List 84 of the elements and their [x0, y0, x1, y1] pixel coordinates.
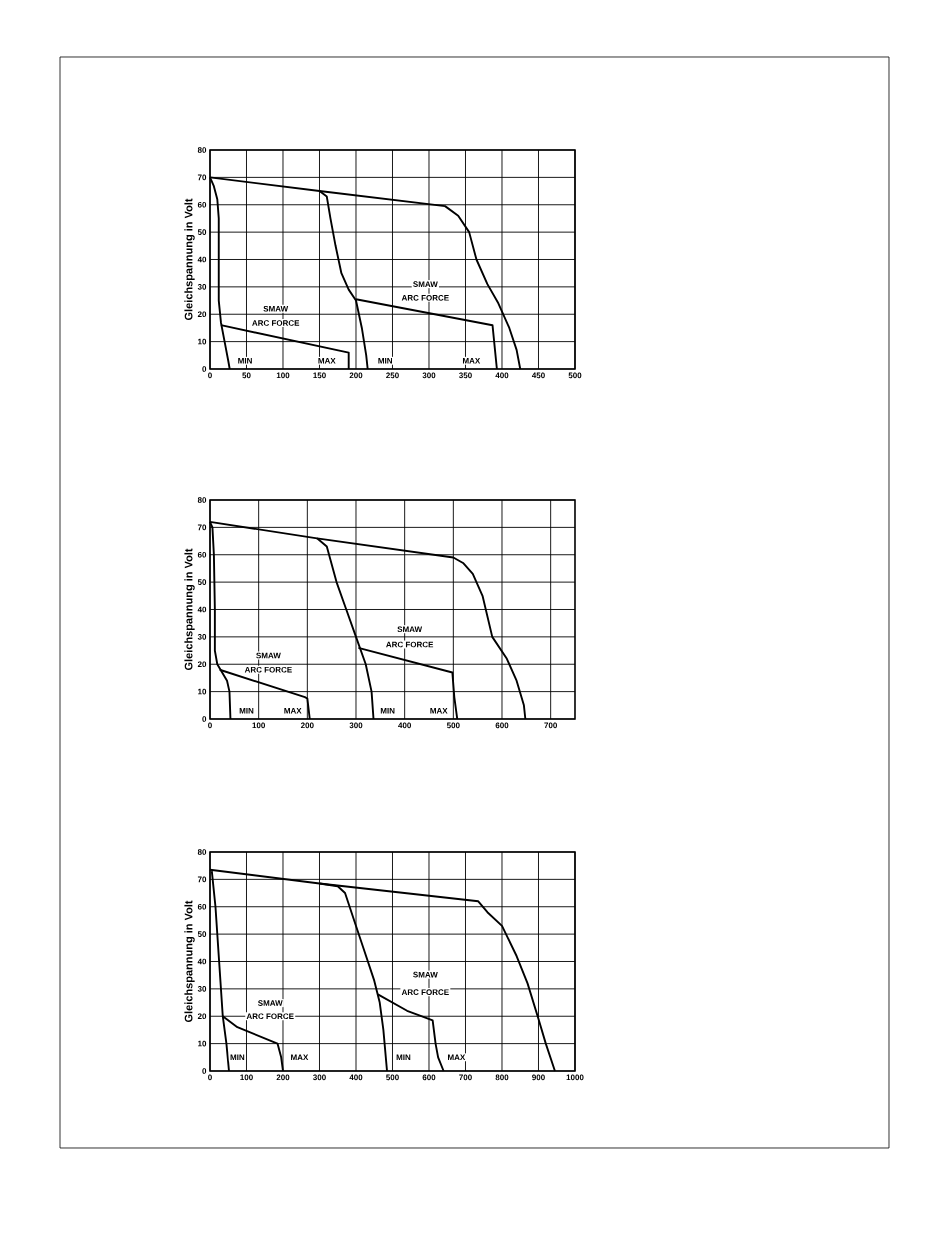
- x-tick-label: 200: [300, 722, 314, 729]
- x-tick-label: 1000: [566, 1074, 584, 1081]
- y-tick-label: 60: [197, 201, 207, 208]
- x-tick-label: 900: [532, 1074, 545, 1081]
- y-tick-label: 80: [197, 497, 207, 503]
- annotation: MAX: [318, 358, 336, 364]
- annotation: SMAW: [413, 971, 438, 978]
- y-axis-title: Gleichspannung in Volt: [184, 900, 195, 1023]
- y-tick-label: 50: [197, 931, 207, 937]
- annotation: SMAW: [263, 305, 289, 312]
- y-tick-label: 20: [197, 661, 207, 668]
- y-tick-label: 20: [197, 311, 207, 318]
- x-tick-label: 400: [495, 372, 509, 379]
- x-tick-label: 500: [568, 372, 582, 379]
- y-tick-label: 80: [197, 147, 207, 153]
- annotation: ARC FORCE: [401, 989, 449, 995]
- y-tick-label: 80: [197, 849, 207, 855]
- annotation: ARC FORCE: [401, 294, 449, 301]
- y-tick-label: 10: [198, 1040, 207, 1047]
- y-tick-label: 30: [197, 284, 207, 290]
- y-axis-title: Gleichspannung in Volt: [184, 198, 195, 321]
- y-tick-label: 30: [197, 986, 207, 992]
- y-tick-label: 0: [202, 1068, 207, 1074]
- x-tick-label: 200: [349, 372, 363, 379]
- y-tick-label: 60: [197, 903, 207, 910]
- x-tick-label: 400: [398, 722, 412, 729]
- x-tick-label: 300: [422, 372, 436, 379]
- annotation: MAX: [462, 358, 481, 364]
- annotation: MAX: [291, 1054, 309, 1061]
- y-tick-label: 10: [198, 338, 207, 345]
- x-tick-label: 350: [459, 372, 472, 379]
- annotation: MIN: [380, 708, 395, 714]
- x-tick-label: 700: [459, 1074, 472, 1081]
- annotation: MAX: [448, 1054, 466, 1061]
- y-tick-label: 70: [197, 876, 207, 883]
- y-tick-label: 0: [202, 716, 207, 722]
- x-tick-label: 100: [276, 372, 290, 379]
- y-tick-label: 60: [197, 551, 207, 558]
- y-tick-label: 40: [197, 256, 207, 263]
- y-axis-title: Gleichspannung in Volt: [184, 548, 195, 671]
- y-tick-label: 40: [197, 606, 207, 613]
- annotation: MIN: [230, 1054, 245, 1061]
- x-tick-label: 450: [531, 372, 545, 379]
- y-tick-label: 70: [197, 524, 207, 531]
- x-tick-label: 400: [349, 1074, 363, 1081]
- y-tick-label: 40: [197, 958, 207, 965]
- y-tick-label: 50: [197, 579, 207, 585]
- x-tick-label: 500: [386, 1074, 399, 1081]
- annotation: MAX: [284, 708, 302, 714]
- x-tick-label: 800: [495, 1074, 509, 1081]
- x-tick-label: 500: [446, 722, 460, 729]
- annotation: MIN: [396, 1054, 411, 1061]
- x-tick-label: 0: [208, 372, 212, 379]
- annotation: MIN: [238, 358, 252, 364]
- annotation: SMAW: [413, 281, 438, 287]
- y-tick-label: 50: [197, 229, 207, 235]
- annotation: SMAW: [258, 1000, 283, 1006]
- y-tick-label: 30: [197, 634, 207, 640]
- x-tick-label: 300: [349, 722, 363, 729]
- annotation: ARC FORCE: [386, 641, 434, 648]
- annotation: MIN: [378, 358, 392, 364]
- annotation: MAX: [430, 708, 448, 714]
- annotation: SMAW: [397, 626, 423, 633]
- y-tick-label: 20: [197, 1013, 207, 1020]
- annotation: MIN: [239, 708, 254, 714]
- x-tick-label: 200: [276, 1074, 290, 1081]
- annotation: ARC FORCE: [246, 1013, 294, 1020]
- annotation: ARC FORCE: [252, 320, 300, 326]
- x-tick-label: 100: [240, 1074, 253, 1081]
- x-tick-label: 700: [544, 722, 558, 729]
- x-tick-label: 250: [386, 372, 399, 379]
- x-tick-label: 100: [252, 722, 266, 729]
- x-tick-label: 0: [208, 1074, 212, 1081]
- annotation: ARC FORCE: [244, 666, 292, 673]
- x-tick-label: 300: [313, 1074, 326, 1081]
- y-tick-label: 0: [202, 366, 207, 372]
- y-tick-label: 70: [197, 174, 207, 181]
- x-tick-label: 600: [422, 1074, 436, 1081]
- x-tick-label: 150: [313, 372, 326, 379]
- annotation: SMAW: [256, 652, 281, 659]
- x-tick-label: 50: [242, 372, 251, 379]
- x-tick-label: 0: [208, 722, 212, 729]
- y-tick-label: 10: [198, 688, 207, 695]
- x-tick-label: 600: [495, 722, 509, 729]
